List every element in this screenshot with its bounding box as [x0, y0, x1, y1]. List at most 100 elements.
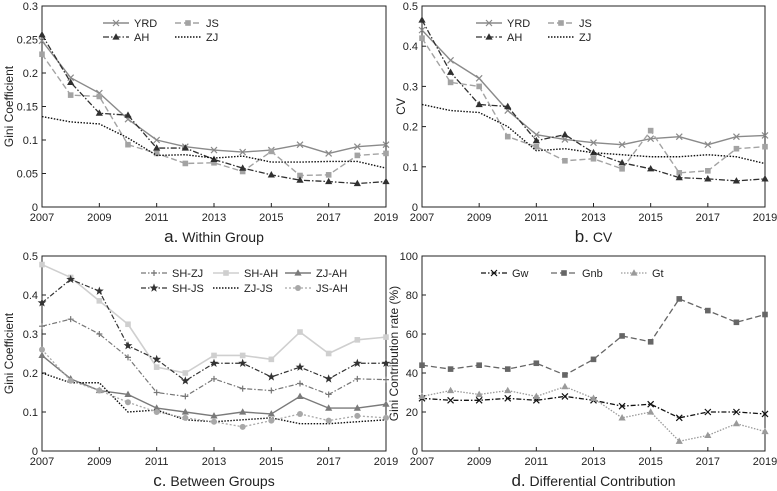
panel-caption-letter: b.	[575, 227, 589, 246]
data-point	[125, 321, 131, 328]
data-point	[297, 410, 303, 417]
data-point	[67, 92, 74, 98]
y-tick-label: 0	[32, 202, 38, 214]
y-tick-label: 0.5	[403, 1, 418, 13]
legend-box	[96, 12, 252, 48]
data-point	[618, 414, 626, 421]
legend-marker	[485, 19, 493, 27]
data-point	[96, 93, 103, 100]
data-point	[704, 141, 712, 149]
data-point	[561, 382, 569, 390]
data-point	[619, 333, 625, 339]
x-tick-label: 2007	[410, 212, 434, 224]
data-point	[182, 393, 189, 400]
y-tick-label: 0	[412, 446, 418, 458]
legend-marker	[112, 19, 120, 27]
data-point	[297, 380, 303, 387]
data-point	[675, 437, 683, 444]
data-point	[96, 331, 103, 337]
data-point	[153, 136, 161, 144]
y-tick-label: 0.2	[23, 68, 38, 80]
x-tick-label: 2019	[374, 212, 398, 224]
data-point	[96, 387, 103, 394]
series-line	[41, 40, 387, 155]
data-point	[211, 352, 217, 359]
y-tick-label: 0	[32, 446, 38, 458]
data-point	[153, 144, 161, 151]
legend-entry: Gnb	[551, 268, 603, 280]
data-point	[733, 319, 740, 326]
series-js-ah	[39, 346, 389, 430]
data-point	[38, 351, 46, 359]
data-point	[180, 376, 190, 385]
legend-marker	[630, 269, 638, 276]
y-axis-label: CV	[394, 98, 408, 115]
x-tick-label: 2011	[145, 456, 169, 468]
data-point	[267, 410, 275, 417]
x-tick-label: 2011	[145, 212, 169, 224]
legend-entry: Gt	[621, 268, 664, 280]
data-point	[295, 362, 305, 371]
legend-marker	[112, 33, 120, 40]
data-point	[67, 316, 74, 323]
legend: YRD JS AH ZJ	[96, 12, 252, 48]
data-point	[418, 26, 426, 34]
legend-marker	[558, 20, 564, 26]
data-point	[762, 311, 768, 318]
data-point	[732, 419, 741, 427]
data-point	[383, 376, 389, 383]
data-point	[211, 375, 217, 382]
y-tick-label: 0.3	[403, 81, 418, 93]
y-tick-label: 0.5	[23, 251, 38, 263]
data-point	[705, 307, 711, 314]
legend-marker	[149, 283, 159, 292]
data-point	[210, 155, 218, 163]
data-point	[676, 296, 683, 302]
x-tick-label: 2015	[259, 456, 283, 468]
data-point	[704, 408, 712, 416]
data-point	[761, 410, 769, 418]
data-point	[732, 408, 740, 416]
data-point	[39, 323, 45, 330]
series-yrd	[38, 37, 390, 157]
legend-entry: AH	[476, 32, 522, 44]
legend-label: SH-JS	[172, 283, 204, 295]
series-ah	[418, 16, 769, 184]
data-point	[153, 150, 160, 157]
data-point	[418, 392, 426, 399]
data-point	[239, 352, 246, 359]
x-tick-label: 2019	[753, 212, 777, 224]
y-tick-label: 0.4	[23, 290, 38, 302]
data-point	[562, 372, 568, 378]
legend-label: SH-AH	[244, 268, 278, 280]
data-point	[38, 31, 46, 38]
data-point	[296, 392, 304, 399]
data-point	[353, 404, 361, 411]
data-point	[67, 78, 75, 85]
panel-caption-text: Within Group	[182, 229, 264, 245]
legend-entry: YRD	[476, 18, 530, 30]
legend-label: ZJ	[579, 32, 591, 44]
data-point	[618, 141, 626, 149]
y-tick-label: 0.4	[403, 41, 418, 53]
x-tick-label: 2009	[87, 212, 111, 224]
data-point	[182, 160, 189, 167]
y-tick-label: 0.15	[17, 102, 38, 114]
legend-label: Gw	[512, 268, 529, 280]
data-point	[67, 377, 74, 384]
panel-caption-letter: c.	[153, 471, 166, 490]
data-point	[381, 358, 391, 367]
data-point	[181, 408, 189, 415]
data-point	[476, 83, 482, 90]
data-point	[325, 417, 332, 424]
legend: Gw Gnb Gt	[474, 262, 698, 285]
panel-caption-letter: d.	[511, 471, 525, 490]
series-line	[41, 372, 387, 425]
series-line	[421, 103, 766, 165]
chart-panel-d: 0 20 40 60 80 100 2007 2009 2011 2013 2015 2017 2019…	[387, 251, 777, 490]
y-axis-label: Gini Coefficient	[2, 312, 16, 394]
y-axis-label: Gini Contribution rate (%)	[387, 286, 401, 421]
data-point	[447, 56, 455, 64]
data-point	[239, 408, 247, 415]
